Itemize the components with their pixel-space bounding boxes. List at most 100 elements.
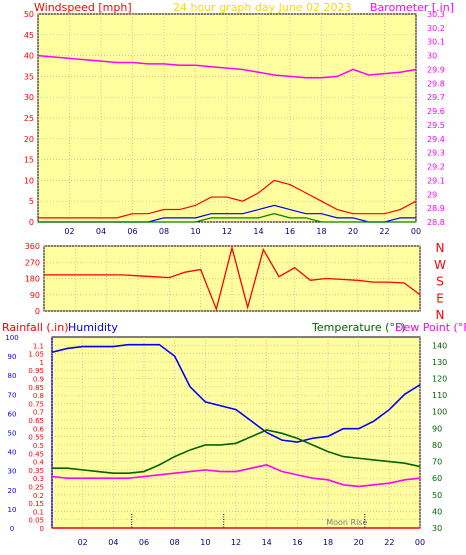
time-tick: 06 <box>139 538 149 547</box>
humidity-tick: 100 <box>5 334 18 342</box>
windspeed-tick: 10 <box>24 176 34 185</box>
temperature-tick: 40 <box>432 507 442 516</box>
direction-tick: 180 <box>25 275 40 284</box>
series-humidity <box>51 343 421 443</box>
humidity-tick: 50 <box>8 430 17 438</box>
humidity-tick: 0 <box>10 525 14 533</box>
barometer-tick: 29.7 <box>427 93 445 102</box>
moon-rise-label: Moon Rise <box>326 518 367 527</box>
barometer-tick: 29.4 <box>427 135 445 144</box>
time-tick: 10 <box>190 227 200 236</box>
series-barometer <box>37 54 417 79</box>
time-tick: 16 <box>292 538 302 547</box>
humidity-tick: 10 <box>8 506 17 514</box>
windspeed-tick: 30 <box>24 93 34 102</box>
time-tick: 14 <box>262 538 272 547</box>
time-tick: 00 <box>415 538 425 547</box>
rain-tick: 0.1 <box>33 508 44 516</box>
rain-tick: 1.1 <box>33 342 44 350</box>
barometer-tick: 29 <box>427 190 437 199</box>
time-tick: 10 <box>200 538 210 547</box>
rain-tick: 0.2 <box>33 492 44 500</box>
direction-tick: 0 <box>35 307 40 316</box>
temperature-tick: 70 <box>432 458 442 467</box>
barometer-tick: 29.1 <box>427 176 445 185</box>
rainfall-label: Rainfall (.in) <box>2 321 69 334</box>
humidity-tick: 30 <box>8 468 17 476</box>
barometer-tick: 29.9 <box>427 65 445 74</box>
time-tick: 20 <box>354 538 364 547</box>
dewpoint-label: Dew Point (°F) <box>395 321 466 334</box>
temperature-tick: 90 <box>432 424 442 433</box>
series-temperature <box>52 429 421 474</box>
rain-tick: 0.9 <box>33 376 44 384</box>
windspeed-tick: 20 <box>24 135 34 144</box>
time-tick: 02 <box>78 538 88 547</box>
humidity-tick: 70 <box>8 391 17 399</box>
rain-tick: 0.85 <box>28 384 44 392</box>
time-tick: 16 <box>285 227 295 236</box>
compass-label: W <box>434 258 446 272</box>
humidity-tick: 60 <box>8 410 17 418</box>
temperature-tick: 50 <box>432 491 442 500</box>
windspeed-tick: 50 <box>24 10 34 19</box>
barometer-title: Barometer [.in] <box>370 1 454 14</box>
rain-tick: 0.3 <box>33 475 44 483</box>
barometer-tick: 30.3 <box>427 10 445 19</box>
humidity-tick: 90 <box>8 353 17 361</box>
barometer-tick: 30.2 <box>427 24 445 33</box>
windspeed-title: Windspeed [mph] <box>34 1 132 14</box>
rain-tick: 1.05 <box>28 351 44 359</box>
rain-tick: 0.65 <box>28 417 44 425</box>
temperature-tick: 60 <box>432 474 442 483</box>
barometer-tick: 29.3 <box>427 149 445 158</box>
series-low <box>38 213 416 223</box>
windspeed-tick: 15 <box>24 156 34 165</box>
temperature-tick: 110 <box>432 391 447 400</box>
chart-title: 24 hour graph day June 02 2023 <box>173 1 352 14</box>
time-tick: 12 <box>231 538 241 547</box>
time-tick: 12 <box>222 227 232 236</box>
rain-tick: 0.8 <box>33 392 44 400</box>
rain-tick: 0.25 <box>28 483 44 491</box>
windspeed-tick: 45 <box>24 31 34 40</box>
time-tick: 00 <box>411 227 421 236</box>
windspeed-tick: 40 <box>24 52 34 61</box>
time-tick: 08 <box>170 538 180 547</box>
rain-tick: 0.15 <box>28 500 44 508</box>
time-tick: 14 <box>253 227 263 236</box>
humidity-tick: 20 <box>8 487 17 495</box>
barometer-tick: 29.6 <box>427 107 445 116</box>
series-dew-point <box>51 464 421 488</box>
time-tick: 18 <box>316 227 326 236</box>
wind-barometer-panel: 0 5 10 15 20 25 30 35 40 45 50 28.8 28.9 29 29.1 29.2 29… <box>24 10 445 236</box>
barometer-tick: 29.5 <box>427 121 445 130</box>
time-tick: 20 <box>348 227 358 236</box>
temperature-tick: 130 <box>432 358 447 367</box>
time-tick: 04 <box>108 538 118 547</box>
barometer-tick: 29.8 <box>427 79 445 88</box>
windspeed-tick: 5 <box>29 197 34 206</box>
rain-tick: 0.6 <box>33 425 45 433</box>
barometer-tick: 30.1 <box>427 38 445 47</box>
windspeed-tick: 35 <box>24 72 34 81</box>
time-tick: 04 <box>96 227 106 236</box>
time-tick: 22 <box>384 538 394 547</box>
compass-label: S <box>436 275 444 289</box>
time-tick: 02 <box>64 227 74 236</box>
temperature-tick: 120 <box>432 375 447 384</box>
barometer-tick: 28.9 <box>427 204 445 213</box>
rain-tick: 0 <box>40 525 44 533</box>
direction-tick: 360 <box>25 242 40 251</box>
rain-tick: 0.75 <box>28 400 44 408</box>
time-tick: 08 <box>159 227 169 236</box>
windspeed-tick: 25 <box>24 114 34 123</box>
temperature-tick: 80 <box>432 441 442 450</box>
rain-tick: 0.05 <box>28 517 44 525</box>
compass-label: N <box>436 308 445 322</box>
windspeed-tick: 0 <box>29 218 34 227</box>
barometer-tick: 29.2 <box>427 163 445 172</box>
